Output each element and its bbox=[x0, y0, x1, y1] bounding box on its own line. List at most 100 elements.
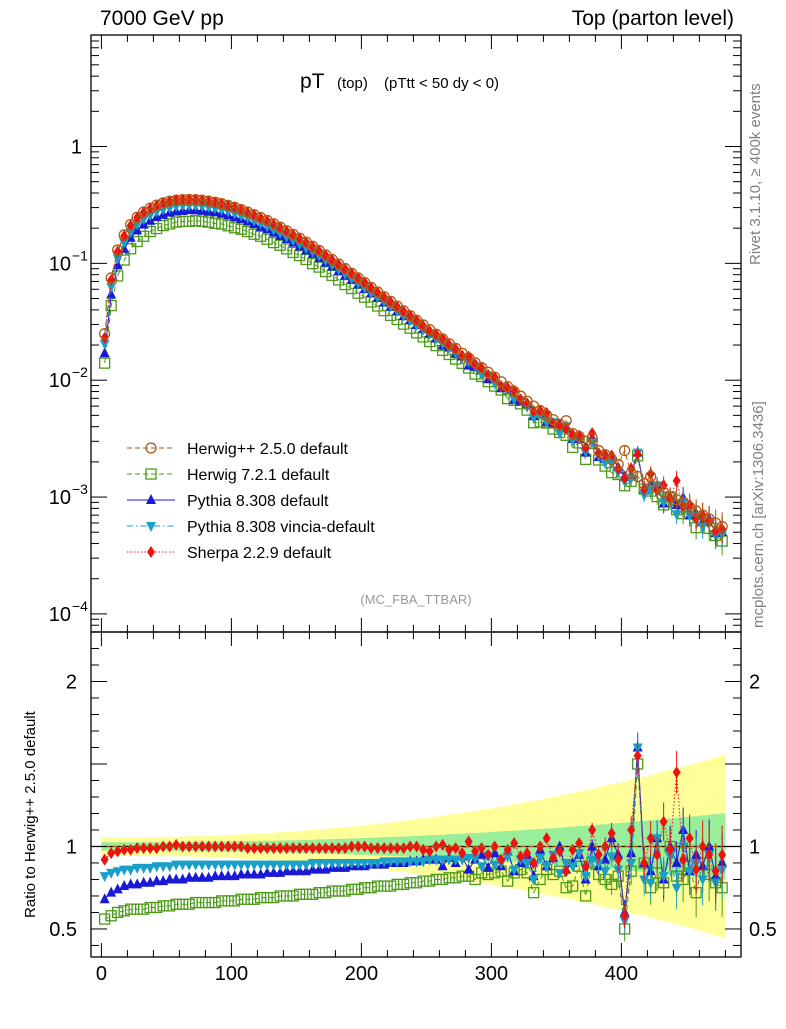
ratio-point bbox=[176, 898, 189, 910]
main-y-tick-label: 10 −3 bbox=[49, 481, 88, 509]
ratio-point bbox=[671, 883, 682, 894]
ratio-point bbox=[385, 857, 396, 868]
ratio-y-tick-label-left: 0.5 bbox=[49, 919, 77, 941]
energy-label: 7000 GeV pp bbox=[100, 7, 224, 30]
ratio-point bbox=[542, 832, 551, 845]
ratio-point bbox=[451, 842, 460, 855]
ratio-point bbox=[268, 860, 279, 871]
ratio-point bbox=[405, 857, 416, 868]
ratio-point bbox=[216, 870, 227, 881]
ratio-point bbox=[313, 887, 325, 899]
ratio-point bbox=[184, 871, 195, 882]
legend-label: Pythia 8.308 default bbox=[187, 493, 329, 510]
main-point bbox=[106, 288, 117, 299]
ratio-point bbox=[425, 845, 434, 858]
ratio-point bbox=[358, 882, 371, 894]
main-point bbox=[222, 220, 234, 232]
main-point bbox=[196, 194, 208, 206]
ratio-point bbox=[177, 860, 188, 871]
ratio-point bbox=[341, 842, 350, 855]
main-point bbox=[664, 491, 676, 503]
ratio-point bbox=[125, 878, 136, 889]
ratio-point bbox=[523, 847, 532, 860]
main-point bbox=[99, 328, 111, 340]
ratio-point bbox=[203, 860, 214, 871]
main-point bbox=[554, 418, 566, 430]
main-point bbox=[633, 448, 642, 461]
ratio-point bbox=[241, 893, 254, 905]
ratio-point bbox=[463, 863, 474, 874]
ratio-point bbox=[588, 823, 597, 836]
main-point bbox=[170, 194, 182, 206]
ratio-point bbox=[372, 858, 383, 869]
ratio-y-axis-label: Ratio to Herwig++ 2.5.0 default bbox=[22, 711, 39, 918]
main-point bbox=[671, 494, 683, 506]
main-point bbox=[703, 513, 715, 525]
main-point bbox=[202, 195, 215, 207]
main-point bbox=[176, 215, 189, 228]
legend-label: Pythia 8.308 vincia-default bbox=[187, 519, 375, 536]
title-sub2: (pTtt < 50 dy < 0) bbox=[384, 75, 499, 92]
main-point bbox=[99, 339, 110, 350]
ratio-point bbox=[332, 885, 345, 897]
main-point bbox=[157, 219, 169, 232]
ratio-point bbox=[222, 895, 234, 907]
main-point bbox=[183, 215, 195, 227]
ratio-point bbox=[347, 840, 356, 853]
ratio-point bbox=[151, 875, 162, 886]
main-y-tick-label: 10 −1 bbox=[49, 247, 88, 275]
ratio-point bbox=[314, 858, 325, 869]
main-point bbox=[620, 472, 629, 485]
ratio-point bbox=[99, 913, 111, 925]
legend-entry-pythia-8-308-vincia-default: Pythia 8.308 vincia-default bbox=[127, 519, 375, 536]
ratio-point bbox=[107, 847, 116, 860]
ratio-point bbox=[554, 868, 565, 879]
ratio-point bbox=[99, 872, 110, 883]
ratio-point bbox=[229, 860, 240, 871]
main-point bbox=[189, 193, 202, 206]
main-point bbox=[567, 427, 579, 440]
ratio-point bbox=[469, 873, 481, 886]
ratio-point bbox=[300, 888, 312, 900]
ratio-point bbox=[249, 860, 260, 871]
main-point bbox=[125, 228, 136, 239]
ratio-point bbox=[131, 903, 143, 915]
ratio-point bbox=[438, 838, 447, 851]
main-point bbox=[581, 441, 590, 454]
ratio-point bbox=[679, 853, 688, 866]
main-point bbox=[241, 225, 254, 238]
ratio-point bbox=[424, 855, 435, 866]
x-tick-label: 0 bbox=[96, 963, 107, 985]
main-point bbox=[612, 458, 624, 471]
ratio-point bbox=[646, 832, 655, 845]
ratio-point bbox=[204, 840, 213, 853]
ratio-point bbox=[580, 890, 592, 902]
ratio-point bbox=[133, 842, 142, 855]
ratio-point bbox=[276, 842, 285, 855]
ratio-point bbox=[541, 862, 552, 873]
ratio-point bbox=[321, 842, 330, 855]
main-point bbox=[215, 218, 228, 230]
main-point bbox=[124, 218, 137, 231]
ratio-point bbox=[125, 903, 137, 915]
ratio-point bbox=[106, 886, 117, 897]
ratio-point bbox=[339, 885, 351, 897]
ratio-point bbox=[164, 873, 175, 884]
observable-label: Top (parton level) bbox=[571, 7, 734, 30]
main-point bbox=[261, 214, 273, 227]
main-point bbox=[697, 509, 709, 521]
ratio-point bbox=[399, 842, 408, 855]
ratio-point bbox=[437, 855, 448, 866]
main-series-herwig-2-5-0-default bbox=[99, 193, 728, 541]
ratio-point bbox=[567, 862, 578, 873]
ratio-point bbox=[431, 855, 442, 866]
ratio-series-pythia-8-308-vincia-default bbox=[99, 732, 728, 934]
ratio-point bbox=[119, 865, 130, 876]
ratio-point bbox=[340, 858, 351, 869]
ratio-point bbox=[145, 863, 156, 874]
ratio-y-tick-label-right: 0.5 bbox=[749, 919, 777, 941]
ratio-series-sherpa-2-2-9-default bbox=[100, 740, 727, 929]
main-point bbox=[112, 259, 123, 270]
ratio-point bbox=[144, 901, 156, 914]
main-point bbox=[215, 198, 228, 210]
